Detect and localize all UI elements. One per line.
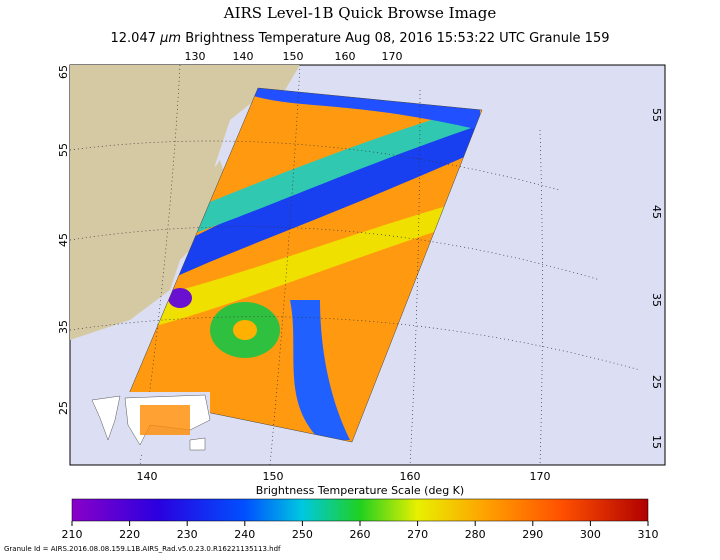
lat-label: 55	[650, 108, 663, 122]
lat-label: 45	[650, 205, 663, 219]
colorbar: Brightness Temperature Scale (deg K)	[71, 484, 649, 522]
colorbar-tick-label: 300	[580, 528, 601, 541]
inset-world	[80, 392, 211, 454]
title: AIRS Level-1B Quick Browse Image	[223, 4, 497, 22]
unit: μm	[159, 31, 181, 46]
lon-label: 170	[382, 50, 403, 63]
colorbar-tick-label: 250	[292, 528, 313, 541]
lon-label: 160	[400, 470, 421, 483]
colorbar-tick-label: 240	[234, 528, 255, 541]
colorbar-tick-label: 210	[62, 528, 83, 541]
time: Aug 08, 2016 15:53:22 UTC	[345, 31, 525, 46]
lat-label: 65	[57, 65, 70, 79]
lon-label: 160	[335, 50, 356, 63]
lon-label: 170	[530, 470, 551, 483]
lon-label: 140	[233, 50, 254, 63]
colorbar-tick-label: 230	[177, 528, 198, 541]
quantity: Brightness Temperature	[185, 31, 341, 46]
lon-label: 140	[137, 470, 158, 483]
lat-label: 55	[57, 143, 70, 157]
colorbar-tick-label: 220	[119, 528, 140, 541]
subtitle: 12.047 μm Brightness Temperature Aug 08,…	[111, 31, 610, 46]
lat-label: 25	[650, 375, 663, 389]
map	[69, 64, 666, 466]
granule: Granule 159	[529, 31, 609, 46]
colorbar-tick-label: 280	[465, 528, 486, 541]
lon-label: 150	[283, 50, 304, 63]
footer: Granule Id = AIRS.2016.08.08.159.L1B.AIR…	[4, 545, 281, 553]
lon-label: 150	[263, 470, 284, 483]
lat-label: 45	[57, 233, 70, 247]
colorbar-tick-label: 310	[638, 528, 659, 541]
colorbar-tick-label: 260	[350, 528, 371, 541]
colorbar-title: Brightness Temperature Scale (deg K)	[256, 484, 464, 497]
channel: 12.047	[111, 31, 157, 46]
lat-label: 25	[57, 401, 70, 415]
lon-label: 130	[185, 50, 206, 63]
colorbar-tick-label: 290	[522, 528, 543, 541]
lat-label: 15	[650, 435, 663, 449]
lat-label: 35	[57, 320, 70, 334]
colorbar-tick-label: 270	[407, 528, 428, 541]
lat-label: 35	[650, 293, 663, 307]
